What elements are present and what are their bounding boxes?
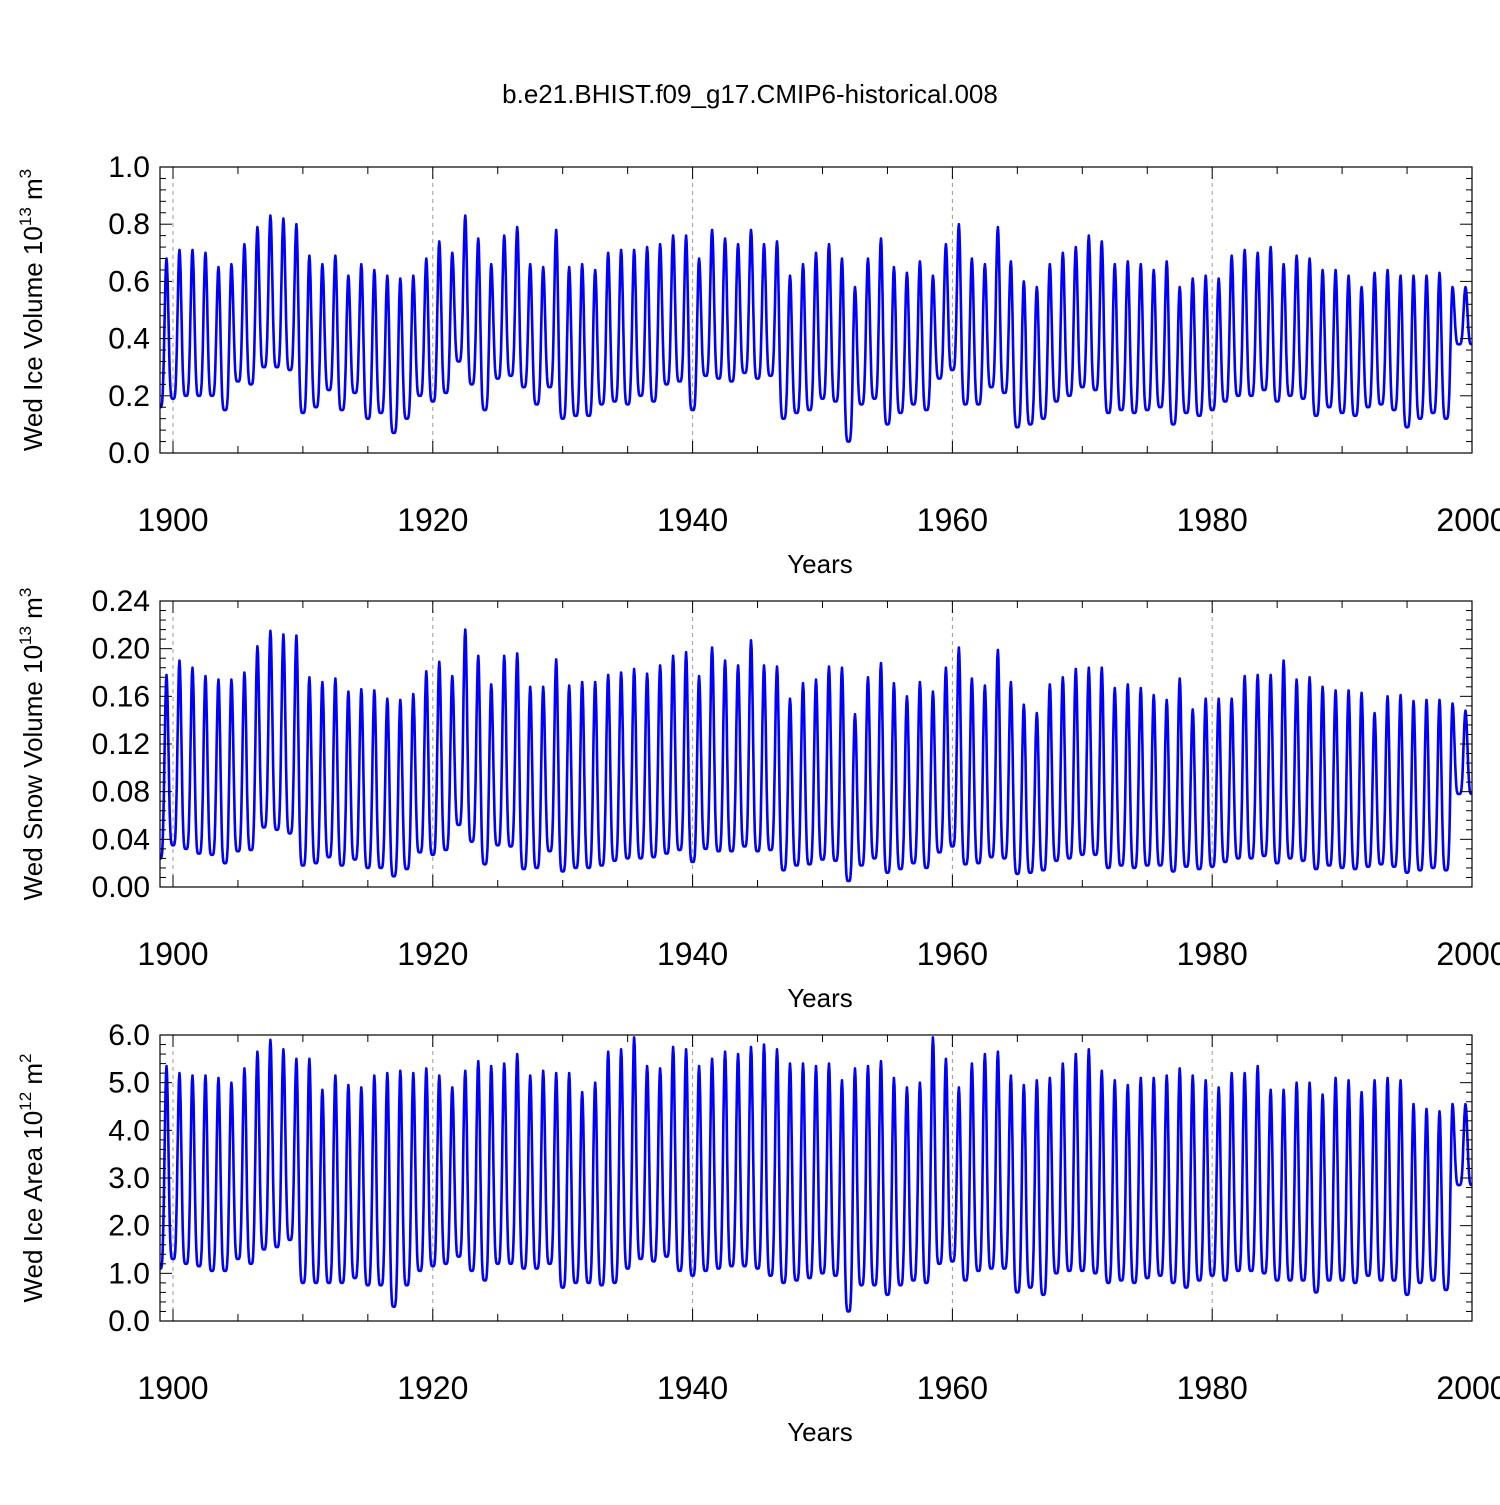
x-tick-label: 1920 xyxy=(397,1370,468,1406)
y-tick-label: 1.0 xyxy=(108,1257,150,1290)
x-axis-label: Years xyxy=(787,549,853,579)
y-tick-label: 5.0 xyxy=(108,1067,150,1100)
x-axis-label: Years xyxy=(787,1417,853,1447)
series-line xyxy=(159,628,1473,883)
y-tick-label: 3.0 xyxy=(108,1162,150,1195)
y-axis-label: Wed Ice Area 1012 m2 xyxy=(16,1053,48,1302)
chart-panel-1: 0.0 0.2 0.4 0.6 0.8 1.0 1900 1920 1940 1960 1980 20… xyxy=(16,151,1500,579)
x-tick-label: 1980 xyxy=(1177,936,1248,972)
chart-panel-3: 0.0 1.0 2.0 3.0 4.0 5.0 6.0 1900 1920 1940 1960 198… xyxy=(16,1019,1500,1447)
y-tick-label: 0.6 xyxy=(108,265,150,298)
y-tick-label: 0.4 xyxy=(108,323,150,356)
x-tick-label: 1900 xyxy=(137,936,208,972)
y-tick-label: 0.12 xyxy=(92,728,150,761)
y-tick-label: 0.0 xyxy=(108,1305,150,1338)
y-tick-label: 0.2 xyxy=(108,380,150,413)
x-tick-label: 1940 xyxy=(657,502,728,538)
y-tick-label: 1.0 xyxy=(108,151,150,184)
x-tick-label: 1980 xyxy=(1177,502,1248,538)
y-tick-label: 0.0 xyxy=(108,437,150,470)
y-tick-label: 2.0 xyxy=(108,1210,150,1243)
y-tick-label: 0.20 xyxy=(92,633,150,666)
x-tick-label: 1960 xyxy=(917,1370,988,1406)
series-line xyxy=(159,1036,1473,1313)
x-tick-label: 1920 xyxy=(397,502,468,538)
x-tick-label: 1940 xyxy=(657,936,728,972)
y-axis-label: Wed Snow Volume 1013 m3 xyxy=(16,588,48,901)
series-line xyxy=(159,214,1473,443)
y-tick-label: 0.8 xyxy=(108,208,150,241)
y-tick-label: 6.0 xyxy=(108,1019,150,1052)
x-tick-label: 1940 xyxy=(657,1370,728,1406)
y-tick-label: 0.04 xyxy=(92,823,150,856)
x-tick-label: 1900 xyxy=(137,502,208,538)
x-tick-label: 1980 xyxy=(1177,1370,1248,1406)
y-tick-label: 0.16 xyxy=(92,680,150,713)
y-tick-label: 0.00 xyxy=(92,871,150,904)
x-tick-label: 1900 xyxy=(137,1370,208,1406)
y-tick-label: 0.08 xyxy=(92,776,150,809)
y-tick-label: 0.24 xyxy=(92,585,150,618)
x-tick-label: 1920 xyxy=(397,936,468,972)
plot-frame xyxy=(159,166,1473,454)
x-tick-label: 1960 xyxy=(917,502,988,538)
figure-title: b.e21.BHIST.f09_g17.CMIP6-historical.008 xyxy=(502,79,998,109)
x-axis-label: Years xyxy=(787,983,853,1013)
x-tick-label: 2000 xyxy=(1436,1370,1500,1406)
y-tick-label: 4.0 xyxy=(108,1114,150,1147)
y-axis-label: Wed Ice Volume 1013 m3 xyxy=(16,169,48,451)
x-tick-label: 1960 xyxy=(917,936,988,972)
x-tick-label: 2000 xyxy=(1436,502,1500,538)
x-tick-label: 2000 xyxy=(1436,936,1500,972)
chart-panel-2: 0.00 0.04 0.08 0.12 0.16 0.20 0.24 1900 1920 1940… xyxy=(16,585,1500,1013)
